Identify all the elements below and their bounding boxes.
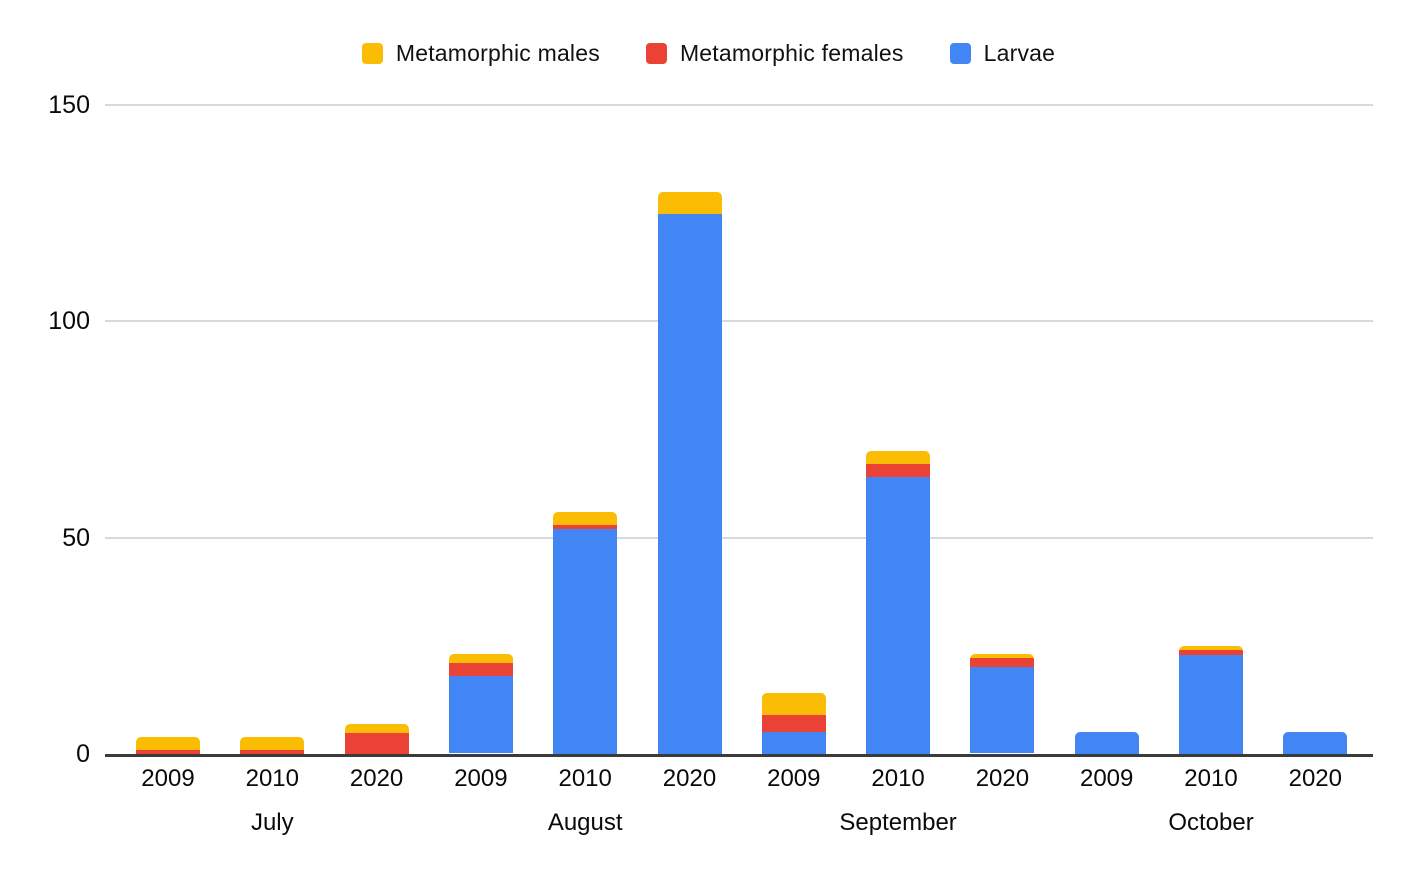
bar-august-2020 [657,192,722,754]
legend-swatch-males [361,43,383,64]
x-axis-year-label: 2010 [871,765,925,792]
legend-label-larvae: Larvae [983,40,1056,66]
x-axis-year-label: 2009 [141,765,195,792]
chart-legend: Metamorphic males Metamorphic females La… [0,40,1417,67]
bar-september-2009 [761,693,826,754]
bar-segment-larvae [761,731,826,754]
legend-label-males: Metamorphic males [395,40,600,66]
bar-segment-females [448,662,513,676]
bar-october-2020 [1283,732,1348,754]
x-axis-baseline [105,754,1373,757]
x-axis-year-label: 2020 [349,765,404,792]
legend-swatch-females [645,43,667,64]
x-axis-year-label: 2010 [1184,765,1238,792]
y-tick-label: 0 [76,740,90,768]
legend-item-larvae: Larvae [949,40,1056,67]
bar-segment-larvae [866,476,931,754]
y-tick-label: 150 [48,91,90,119]
bar-segment-females [136,749,200,754]
bar-segment-larvae [657,213,722,754]
x-axis-year-label: 2009 [767,765,821,792]
bar-segment-females [344,732,409,754]
bar-segment-females [761,714,826,732]
bar-segment-larvae [970,666,1035,754]
bar-segment-larvae [1179,654,1243,754]
legend-item-metamorphic-males: Metamorphic males [361,40,600,67]
x-axis-year-label: 2020 [975,765,1030,792]
bar-segment-males [136,737,200,750]
y-tick-label: 50 [62,523,90,552]
x-axis-month-label: July [250,809,294,836]
bar-segment-larvae [448,675,513,754]
bar-segment-males [553,512,618,525]
x-axis-month-label: October [1168,809,1254,836]
gridline-y-50 [105,536,1373,539]
bar-segment-females [240,749,305,754]
bar-october-2010 [1179,646,1243,754]
x-axis-month-label: September [839,809,957,836]
bar-segment-larvae [1283,732,1348,754]
bar-segment-males [344,724,409,733]
bar-segment-larvae [553,529,618,754]
bar-segment-males [761,693,826,715]
bar-segment-males [970,654,1035,659]
bar-august-2009 [448,654,513,754]
bar-segment-males [866,451,931,464]
x-axis-month-label: August [547,809,623,836]
gridline-y-100 [105,320,1373,323]
bar-segment-larvae [1074,732,1139,754]
x-axis-year-label: 2010 [558,765,612,792]
bar-segment-males [240,737,305,750]
legend-item-metamorphic-females: Metamorphic females [645,40,904,67]
x-axis-year-label: 2010 [245,765,299,792]
bar-july-2009 [136,737,200,754]
bar-august-2010 [553,512,618,754]
bar-segment-males [657,192,722,214]
bar-september-2010 [866,451,931,754]
bar-segment-males [448,654,513,663]
bar-july-2010 [240,737,305,754]
bar-segment-males [1179,646,1243,651]
bar-july-2020 [344,724,409,754]
y-tick-label: 100 [48,307,90,336]
bar-segment-females [970,658,1035,667]
x-axis-year-label: 2020 [1288,765,1342,792]
bar-segment-females [1179,650,1243,655]
legend-label-females: Metamorphic females [679,40,904,66]
bar-october-2009 [1074,732,1139,754]
x-axis-year-label: 2020 [662,765,717,792]
x-axis-year-label: 2009 [454,765,508,792]
bar-september-2020 [970,654,1035,754]
x-axis-year-label: 2009 [1079,765,1134,792]
bar-segment-females [553,524,618,530]
bar-segment-females [866,463,931,477]
legend-swatch-larvae [949,43,971,64]
gridline-y-150 [105,104,1373,106]
